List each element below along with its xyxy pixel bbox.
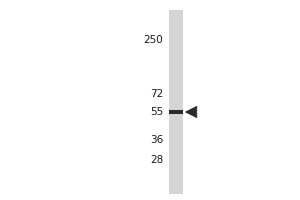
Text: 72: 72 bbox=[150, 89, 164, 99]
Text: 55: 55 bbox=[150, 107, 164, 117]
Bar bbox=[169, 110, 183, 114]
Text: 250: 250 bbox=[144, 35, 164, 45]
Polygon shape bbox=[185, 106, 197, 118]
Text: 36: 36 bbox=[150, 135, 164, 145]
Bar bbox=[169, 10, 183, 194]
Text: 28: 28 bbox=[150, 155, 164, 165]
